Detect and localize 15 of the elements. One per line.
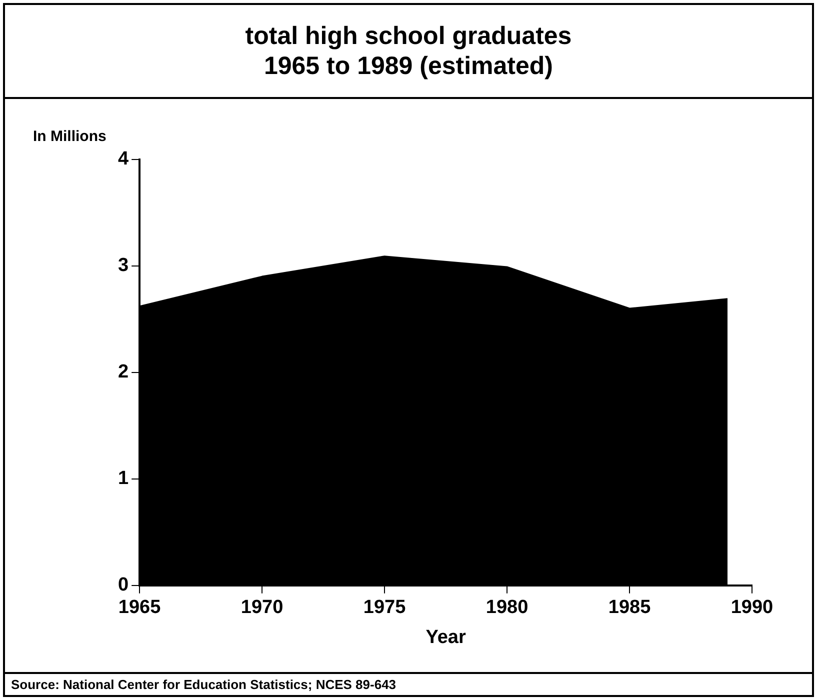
x-tick-label: 1975 (363, 597, 406, 618)
y-tick-label: 2 (118, 362, 129, 383)
x-tick-label: 1980 (486, 597, 528, 618)
chart-title: total high school graduates 1965 to 1989 (estimated) (5, 5, 812, 99)
x-tick-label: 1985 (608, 597, 652, 618)
y-tick-label: 0 (118, 574, 129, 596)
x-tick-label: 1970 (240, 597, 284, 618)
source-note: Source: National Center for Education Statistics; NCES 89-643 (5, 672, 812, 695)
x-tick-label: 1990 (730, 597, 774, 618)
y-tick-label: 1 (118, 468, 129, 490)
x-axis-title: Year (426, 626, 466, 648)
y-axis-title: In Millions (33, 128, 106, 145)
x-tick-label: 1965 (118, 597, 162, 618)
y-tick-label: 4 (118, 148, 129, 170)
y-tick-label: 3 (118, 255, 129, 276)
